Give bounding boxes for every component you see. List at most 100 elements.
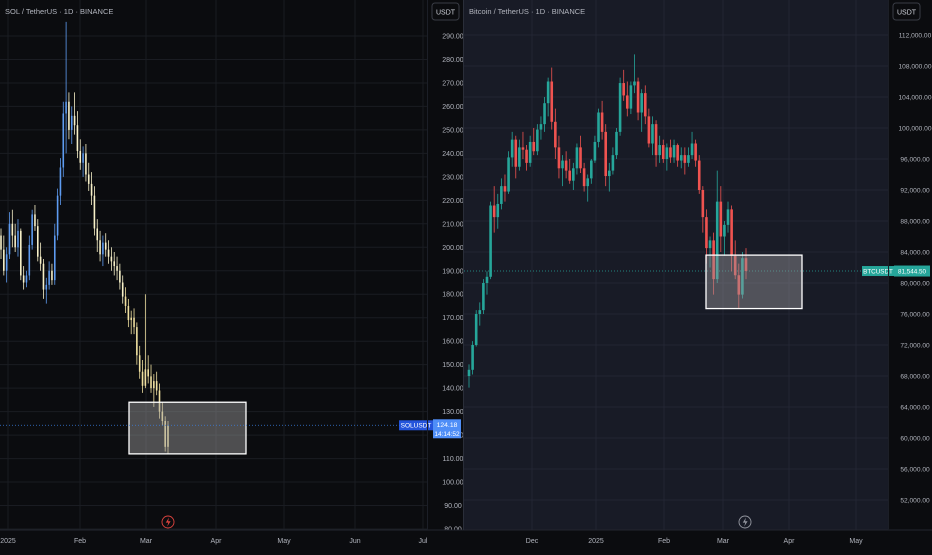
candle [607, 162, 611, 192]
candle [536, 124, 539, 156]
candle [82, 146, 84, 177]
candle [676, 143, 679, 167]
candle [45, 277, 48, 304]
y-tick-label: 290.00 [442, 34, 464, 41]
candle [17, 219, 19, 257]
candle [124, 287, 127, 314]
btc-highlight-box[interactable] [705, 254, 803, 310]
candle [622, 69, 625, 101]
y-tick-label: 96,000.00 [900, 157, 930, 164]
candle [636, 77, 640, 121]
candle [119, 263, 121, 290]
time-axis[interactable]: 2025 Feb Mar Apr May Jun Jul Dec 2025 Feb Mar Apr M… [0, 529, 932, 550]
y-tick-label: 80,000.00 [900, 281, 930, 288]
y-tick-label: 200.00 [442, 245, 464, 252]
y-tick-label: 88,000.00 [900, 219, 930, 226]
candle [20, 228, 22, 281]
x-tick-label: Jun [349, 538, 360, 545]
candle [155, 371, 158, 396]
candle [59, 158, 62, 206]
candle [503, 174, 507, 202]
candle [568, 159, 572, 184]
candle [70, 106, 73, 144]
y-tick-label: 100.00 [442, 480, 464, 487]
x-tick-label: Mar [717, 538, 730, 545]
sol-currency-label: USDT [436, 10, 456, 17]
candle [42, 259, 45, 299]
candle [572, 162, 575, 190]
sol-price-axis[interactable]: USDT 290.00 280.00 270.00 260.00 250.00 240.0… [399, 0, 464, 534]
y-tick-label: 150.00 [442, 362, 464, 369]
candle [661, 139, 665, 163]
btc-chart-pane[interactable]: Bitcoin / TetherUS · 1D · BINANCE [464, 0, 888, 530]
btc-candles [467, 54, 748, 388]
y-tick-label: 270.00 [442, 80, 464, 87]
candle [694, 139, 697, 167]
sol-currency-button[interactable]: USDT [431, 2, 460, 21]
x-tick-label: Apr [784, 538, 796, 545]
candle [561, 155, 564, 187]
sol-plot-background [0, 0, 427, 530]
sol-price-tag: SOLUSDT 124.18 14:14:52 [399, 419, 461, 439]
candle [741, 252, 744, 299]
btc-chart-title: Bitcoin / TetherUS · 1D · BINANCE [469, 7, 585, 16]
candle [158, 383, 161, 419]
x-tick-label: Feb [658, 538, 670, 545]
candle [615, 128, 618, 159]
candle [14, 223, 16, 252]
y-tick-label: 160.00 [442, 339, 464, 346]
y-tick-label: 230.00 [442, 174, 464, 181]
candle [164, 416, 166, 452]
x-tick-label: May [849, 538, 863, 545]
candle [525, 145, 528, 171]
y-tick-label: 56,000.00 [900, 467, 930, 474]
candle [51, 263, 53, 285]
candle [557, 135, 561, 179]
candle [478, 302, 482, 326]
candle [719, 186, 723, 252]
candle [8, 212, 11, 260]
candle [554, 108, 557, 159]
y-tick-label: 60,000.00 [900, 436, 930, 443]
candle [68, 92, 70, 140]
y-tick-label: 52,000.00 [900, 498, 930, 505]
sol-countdown: 14:14:52 [434, 431, 460, 438]
candle [127, 298, 130, 328]
candle [708, 236, 712, 268]
candle [737, 263, 741, 309]
candle [500, 178, 503, 210]
candle [629, 81, 633, 115]
candle [532, 128, 536, 156]
candle [582, 162, 586, 192]
lightning-icon[interactable] [738, 515, 752, 529]
candle [39, 242, 42, 271]
candle [11, 209, 14, 248]
candle [579, 135, 582, 173]
candle [543, 97, 546, 132]
btc-gridlines [464, 0, 888, 530]
candle [144, 294, 147, 389]
btc-symbol-tag: BTCUSDT [863, 268, 893, 275]
candle [93, 186, 96, 236]
sol-chart-pane[interactable]: SOL / TetherUS · 1D · BINANCE [0, 0, 427, 530]
candle [726, 201, 730, 233]
candle [107, 240, 110, 264]
candle [73, 92, 76, 135]
candle [550, 67, 554, 130]
candle [138, 345, 141, 379]
sol-highlight-box[interactable] [128, 401, 247, 455]
y-tick-label: 170.00 [442, 315, 464, 322]
candle [625, 81, 629, 117]
btc-x-tick-labels: Dec 2025 Feb Mar Apr May [526, 538, 863, 545]
btc-price-axis[interactable]: USDT 112,000.00 108,000.00 104,000.00 100,0… [862, 0, 932, 530]
btc-currency-label: USDT [897, 10, 917, 17]
candle [22, 266, 25, 290]
candle [116, 256, 118, 281]
btc-currency-button[interactable]: USDT [892, 2, 921, 21]
sol-x-tick-labels: 2025 Feb Mar Apr May Jun Jul [0, 538, 428, 545]
lightning-icon[interactable] [161, 515, 175, 529]
candle [618, 77, 622, 136]
candle [150, 364, 152, 393]
y-tick-label: 68,000.00 [900, 374, 930, 381]
y-tick-label: 240.00 [442, 151, 464, 158]
